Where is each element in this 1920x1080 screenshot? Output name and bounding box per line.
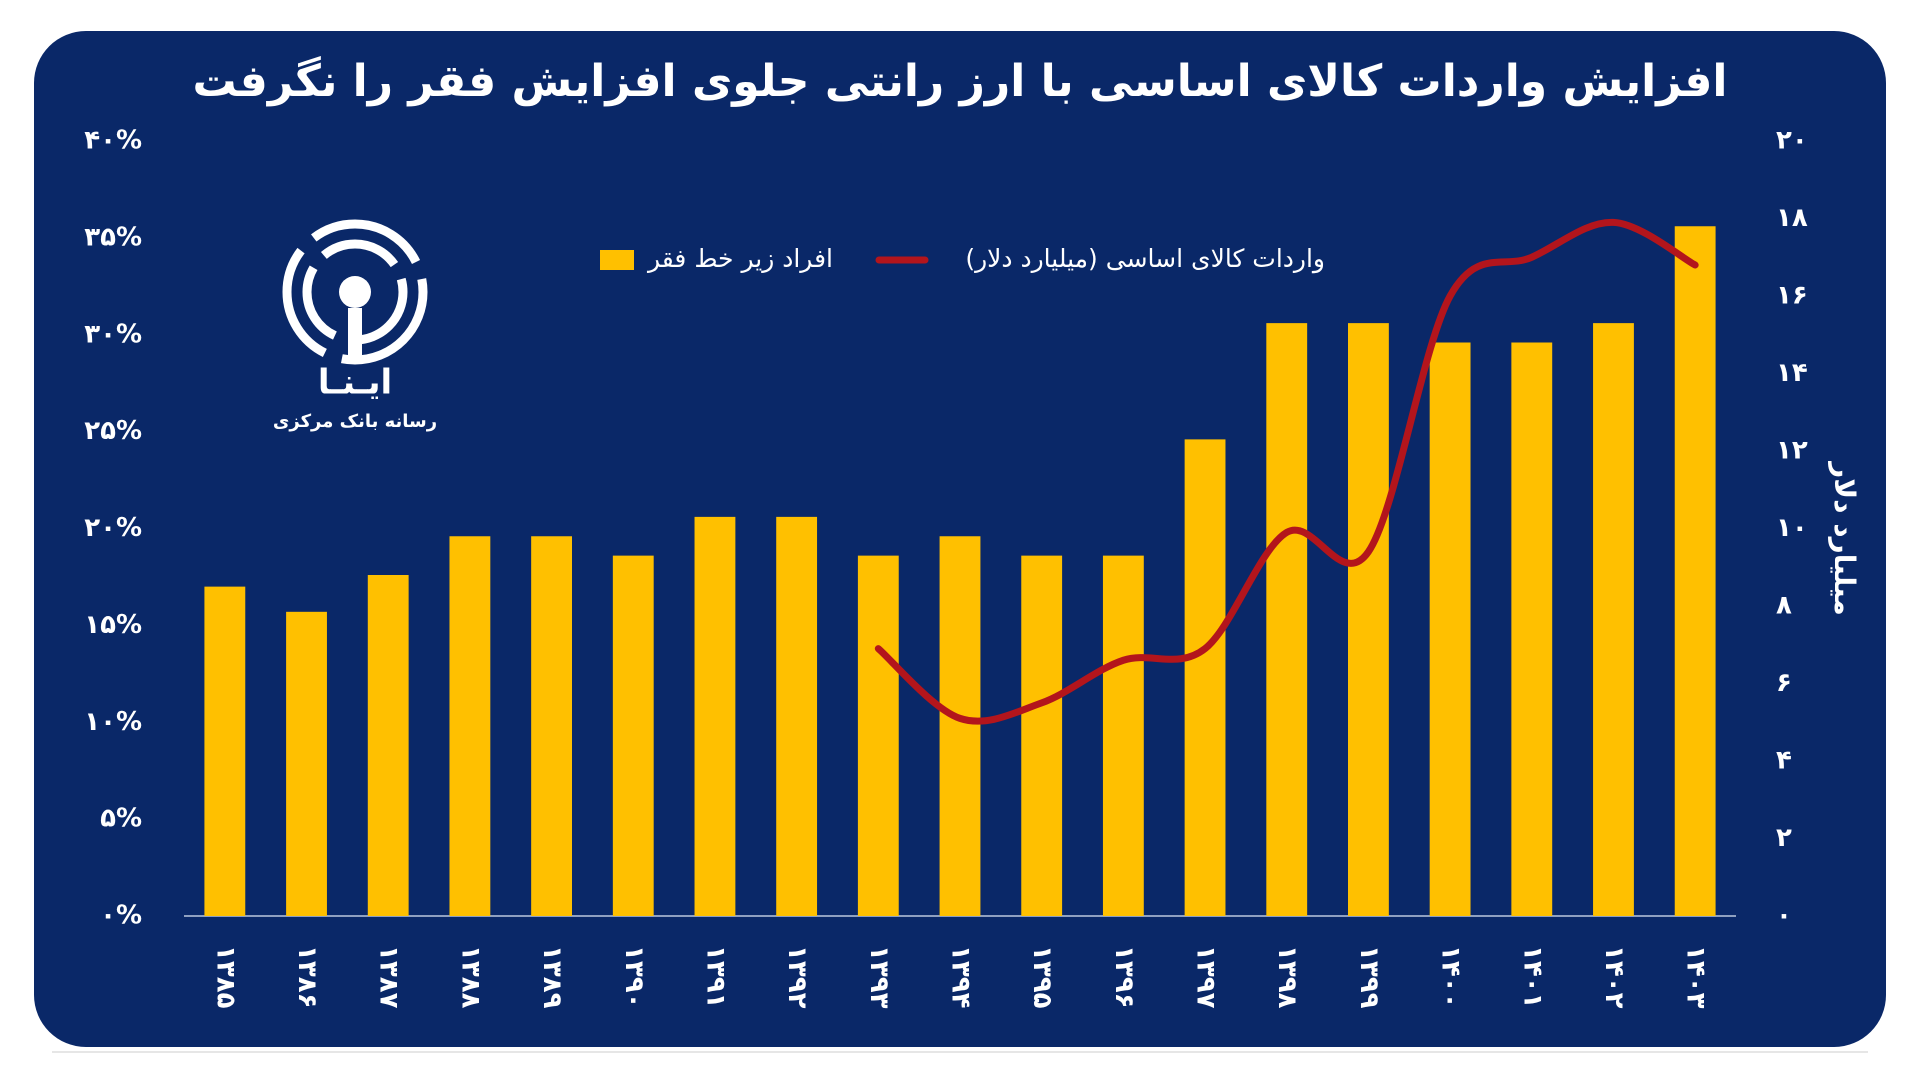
bar [857, 555, 899, 916]
chart-title: افزایش واردات کالای اساسی با ارز رانتی ج… [192, 55, 1727, 107]
line [874, 218, 1699, 725]
logo-dot [339, 276, 371, 308]
logo-name: ایـنـا [318, 363, 392, 403]
y-tick-label: ۲۵% [84, 416, 142, 446]
y2-axis-title: میلیارد دلار [1828, 460, 1861, 616]
x-tick-label: ۱۳۹۵ [1027, 945, 1057, 1009]
x-tick-label: ۱۳۹۶ [1109, 945, 1139, 1008]
y2-tick-label: ۱۰ [1776, 513, 1808, 543]
bar [694, 516, 736, 916]
y-tick-label: ۳۵% [84, 222, 142, 252]
bar [1593, 323, 1634, 916]
bar [1429, 342, 1471, 916]
bar [204, 586, 246, 916]
logo-tagline: رسانه بانک مرکزی [273, 411, 437, 432]
x-tick-label: ۱۴۰۳ [1681, 945, 1711, 1009]
y2-tick-label: ۲ [1776, 823, 1792, 853]
y-tick-label: ۴۰% [84, 126, 142, 156]
logo: ایـنـا رسانه بانک مرکزی [273, 219, 437, 432]
bar [531, 536, 572, 916]
legend-label: واردات کالای اساسی (میلیارد دلار) [965, 244, 1325, 274]
x-tick-label: ۱۳۹۹ [1354, 945, 1384, 1009]
bar [1102, 555, 1144, 916]
y2-tick-label: ۶ [1776, 668, 1792, 698]
bar [1511, 342, 1553, 916]
bar [612, 555, 654, 916]
y2-tick-label: ۲۰ [1776, 126, 1808, 156]
x-tick-label: ۱۳۸۵ [210, 945, 240, 1009]
bar [1348, 323, 1389, 916]
legend-swatch [600, 250, 634, 270]
y2-tick-label: ۸ [1776, 591, 1792, 621]
y-tick-label: ۲۰% [84, 513, 142, 543]
x-tick-label: ۱۳۹۰ [619, 945, 649, 1008]
y2-tick-label: ۰ [1776, 901, 1792, 931]
bar [286, 611, 327, 916]
bar [1266, 323, 1308, 916]
legend-label: افراد زیر خط فقر [646, 244, 833, 273]
y-tick-label: ۱۵% [84, 610, 142, 640]
x-tick-label: ۱۳۹۸ [1272, 945, 1302, 1009]
x-tick-label: ۱۳۸۹ [537, 945, 567, 1009]
x-tick-label: ۱۳۹۳ [864, 945, 894, 1009]
x-tick-label: ۱۳۸۷ [374, 945, 404, 1009]
y2-tick-label: ۱۲ [1776, 436, 1808, 466]
x-tick-label: ۱۳۸۸ [455, 945, 485, 1009]
y2-tick-label: ۱۸ [1776, 203, 1808, 233]
y2-tick-label: ۱۶ [1776, 281, 1808, 311]
bar [449, 536, 491, 916]
y-tick-label: ۵% [100, 804, 142, 834]
bar [367, 575, 409, 916]
x-tick-label: ۱۳۹۱ [700, 945, 730, 1008]
bar [939, 536, 981, 916]
x-tick-label: ۱۴۰۲ [1599, 945, 1629, 1009]
x-tick-label: ۱۳۹۷ [1191, 945, 1221, 1009]
x-tick-label: ۱۴۰۱ [1517, 945, 1547, 1008]
y-tick-label: ۰% [100, 901, 142, 931]
bar [1021, 555, 1063, 916]
x-tick-label: ۱۳۹۲ [782, 945, 812, 1009]
x-tick-label: ۱۴۰۰ [1436, 945, 1466, 1008]
bar [776, 516, 818, 916]
x-tick-label: ۱۳۸۶ [292, 945, 322, 1008]
y2-tick-label: ۱۴ [1776, 358, 1808, 388]
logo-stem [348, 308, 362, 362]
bar [1184, 439, 1226, 916]
bar [1674, 226, 1716, 916]
x-tick-label: ۱۳۹۴ [946, 945, 976, 1008]
y-tick-label: ۱۰% [84, 707, 142, 737]
y-tick-label: ۳۰% [84, 319, 142, 349]
y2-tick-label: ۴ [1776, 746, 1792, 776]
